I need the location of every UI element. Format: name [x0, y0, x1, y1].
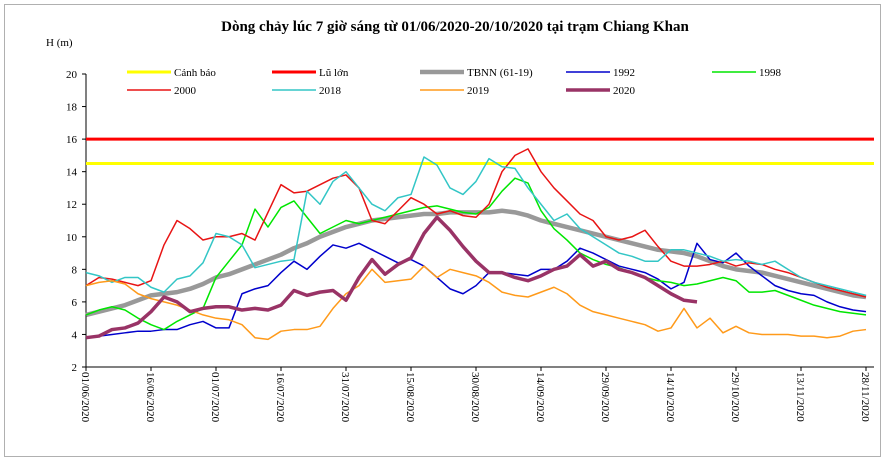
x-tick-label: 13/11/2020 — [794, 372, 806, 422]
legend-label: Cảnh báo — [174, 67, 216, 79]
y-axis-label: H (m) — [46, 37, 73, 49]
legend-label: 2019 — [467, 85, 490, 97]
legend-label: TBNN (61-19) — [467, 67, 533, 79]
x-tick-label: 16/06/2020 — [144, 372, 156, 423]
x-tick-label: 28/11/2020 — [859, 372, 871, 422]
chart-frame — [4, 4, 881, 457]
legend-label: 2018 — [319, 85, 342, 97]
chart-title: Dòng chảy lúc 7 giờ sáng từ 01/06/2020-2… — [221, 19, 689, 35]
y-tick-label: 18 — [66, 102, 78, 114]
x-tick-label: 29/09/2020 — [599, 372, 611, 423]
y-tick-label: 8 — [72, 264, 78, 276]
x-tick-label: 30/08/2020 — [469, 372, 481, 423]
legend-label: 1998 — [759, 67, 782, 79]
x-tick-label: 29/10/2020 — [729, 372, 741, 423]
y-tick-label: 4 — [72, 329, 78, 341]
series-line — [85, 265, 867, 341]
series-line — [85, 242, 867, 339]
series-line — [85, 177, 867, 331]
series-line — [85, 215, 698, 340]
y-tick-label: 16 — [66, 134, 78, 146]
legend-label: 2020 — [613, 85, 636, 97]
x-tick-label: 15/08/2020 — [404, 372, 416, 423]
x-tick-label: 31/07/2020 — [339, 372, 351, 423]
series-line — [85, 148, 867, 298]
x-tick-label: 16/07/2020 — [274, 372, 286, 423]
y-tick-label: 2 — [72, 362, 78, 374]
series-line — [85, 156, 867, 297]
legend-label: 1992 — [613, 67, 635, 79]
y-tick-label: 10 — [66, 232, 78, 244]
y-tick-label: 14 — [66, 167, 78, 179]
x-tick-label: 01/06/2020 — [79, 372, 91, 423]
legend-label: Lũ lớn — [319, 67, 349, 79]
y-tick-label: 6 — [72, 297, 78, 309]
x-tick-label: 14/09/2020 — [534, 372, 546, 423]
legend-label: 2000 — [174, 85, 197, 97]
x-tick-label: 14/10/2020 — [664, 372, 676, 423]
x-tick-label: 01/07/2020 — [209, 372, 221, 423]
y-tick-label: 20 — [66, 69, 78, 81]
y-tick-label: 12 — [66, 199, 77, 211]
